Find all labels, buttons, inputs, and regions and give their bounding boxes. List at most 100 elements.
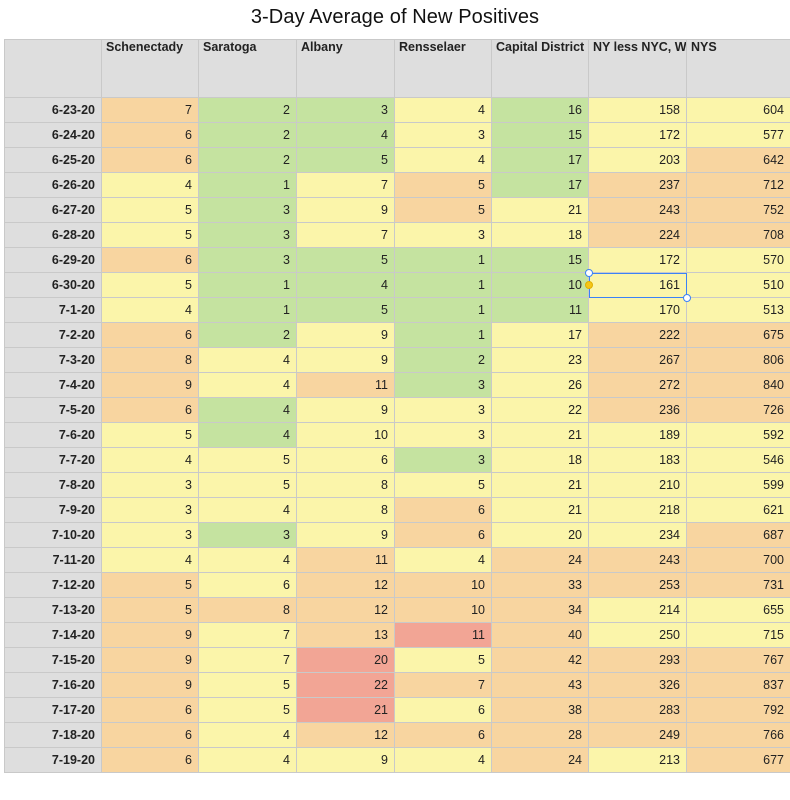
cell-saratoga[interactable]: 3	[198, 222, 297, 248]
cell-saratoga[interactable]: 4	[198, 347, 297, 373]
cell-rensselaer[interactable]: 7	[394, 672, 492, 698]
cell-rensselaer[interactable]: 5	[394, 647, 492, 673]
cell-schenectady[interactable]: 3	[101, 472, 199, 498]
cell-nys[interactable]: 642	[686, 147, 790, 173]
corner-cell[interactable]	[4, 39, 102, 98]
cell-ny-less-nyc[interactable]: 237	[588, 172, 687, 198]
row-header-date[interactable]: 7-1-20	[4, 297, 102, 323]
cell-albany[interactable]: 4	[296, 272, 395, 298]
cell-ny-less-nyc[interactable]: 272	[588, 372, 687, 398]
cell-albany[interactable]: 10	[296, 422, 395, 448]
cell-albany[interactable]: 12	[296, 722, 395, 748]
cell-nys[interactable]: 570	[686, 247, 790, 273]
row-header-date[interactable]: 6-26-20	[4, 172, 102, 198]
cell-albany[interactable]: 4	[296, 122, 395, 148]
cell-albany[interactable]: 9	[296, 522, 395, 548]
cell-capital-district[interactable]: 24	[491, 547, 589, 573]
cell-nys[interactable]: 677	[686, 747, 790, 773]
cell-saratoga[interactable]: 5	[198, 672, 297, 698]
cell-schenectady[interactable]: 6	[101, 322, 199, 348]
cell-schenectady[interactable]: 8	[101, 347, 199, 373]
cell-saratoga[interactable]: 7	[198, 647, 297, 673]
cell-schenectady[interactable]: 9	[101, 622, 199, 648]
cell-ny-less-nyc[interactable]: 326	[588, 672, 687, 698]
cell-albany[interactable]: 21	[296, 697, 395, 723]
row-header-date[interactable]: 7-18-20	[4, 722, 102, 748]
row-header-date[interactable]: 7-17-20	[4, 697, 102, 723]
cell-albany[interactable]: 8	[296, 497, 395, 523]
cell-nys[interactable]: 621	[686, 497, 790, 523]
cell-saratoga[interactable]: 3	[198, 522, 297, 548]
cell-ny-less-nyc[interactable]: 236	[588, 397, 687, 423]
cell-albany[interactable]: 11	[296, 372, 395, 398]
row-header-date[interactable]: 7-16-20	[4, 672, 102, 698]
cell-ny-less-nyc[interactable]: 203	[588, 147, 687, 173]
cell-rensselaer[interactable]: 10	[394, 597, 492, 623]
cell-albany[interactable]: 5	[296, 297, 395, 323]
cell-ny-less-nyc[interactable]: 189	[588, 422, 687, 448]
cell-schenectady[interactable]: 6	[101, 747, 199, 773]
cell-rensselaer[interactable]: 1	[394, 322, 492, 348]
cell-capital-district[interactable]: 26	[491, 372, 589, 398]
selection-handle-bottom-right[interactable]	[682, 293, 691, 302]
cell-saratoga[interactable]: 6	[198, 572, 297, 598]
cell-albany[interactable]: 9	[296, 347, 395, 373]
cell-schenectady[interactable]: 6	[101, 122, 199, 148]
cell-schenectady[interactable]: 9	[101, 647, 199, 673]
cell-capital-district[interactable]: 23	[491, 347, 589, 373]
cell-albany[interactable]: 22	[296, 672, 395, 698]
cell-saratoga[interactable]: 5	[198, 447, 297, 473]
row-header-date[interactable]: 6-30-20	[4, 272, 102, 298]
row-header-date[interactable]: 7-15-20	[4, 647, 102, 673]
cell-schenectady[interactable]: 4	[101, 297, 199, 323]
cell-nys[interactable]: 604	[686, 97, 790, 123]
cell-ny-less-nyc[interactable]: 158	[588, 97, 687, 123]
cell-schenectady[interactable]: 4	[101, 172, 199, 198]
row-header-date[interactable]: 6-29-20	[4, 247, 102, 273]
cell-nys[interactable]: 510	[686, 272, 790, 298]
cell-nys[interactable]: 577	[686, 122, 790, 148]
cell-saratoga[interactable]: 2	[198, 322, 297, 348]
cell-nys[interactable]: 712	[686, 172, 790, 198]
row-header-date[interactable]: 7-5-20	[4, 397, 102, 423]
cell-schenectady[interactable]: 3	[101, 497, 199, 523]
cell-schenectady[interactable]: 6	[101, 397, 199, 423]
cell-capital-district[interactable]: 11	[491, 297, 589, 323]
cell-nys[interactable]: 592	[686, 422, 790, 448]
cell-rensselaer[interactable]: 3	[394, 222, 492, 248]
cell-ny-less-nyc[interactable]: 249	[588, 722, 687, 748]
cell-schenectady[interactable]: 6	[101, 722, 199, 748]
cell-capital-district[interactable]: 40	[491, 622, 589, 648]
cell-rensselaer[interactable]: 3	[394, 122, 492, 148]
cell-capital-district[interactable]: 18	[491, 222, 589, 248]
cell-nys[interactable]: 731	[686, 572, 790, 598]
cell-nys[interactable]: 675	[686, 322, 790, 348]
row-header-date[interactable]: 7-6-20	[4, 422, 102, 448]
cell-rensselaer[interactable]: 1	[394, 297, 492, 323]
cell-nys[interactable]: 708	[686, 222, 790, 248]
cell-ny-less-nyc[interactable]: 243	[588, 197, 687, 223]
cell-nys[interactable]: 752	[686, 197, 790, 223]
cell-capital-district[interactable]: 22	[491, 397, 589, 423]
cell-albany[interactable]: 9	[296, 322, 395, 348]
cell-saratoga[interactable]: 3	[198, 247, 297, 273]
row-header-date[interactable]: 7-2-20	[4, 322, 102, 348]
cell-saratoga[interactable]: 4	[198, 422, 297, 448]
cell-rensselaer[interactable]: 3	[394, 447, 492, 473]
selected-cell[interactable]: 161	[588, 272, 687, 298]
cell-ny-less-nyc[interactable]: 210	[588, 472, 687, 498]
cell-nys[interactable]: 513	[686, 297, 790, 323]
cell-nys[interactable]: 715	[686, 622, 790, 648]
cell-schenectady[interactable]: 6	[101, 697, 199, 723]
cell-saratoga[interactable]: 2	[198, 147, 297, 173]
cell-saratoga[interactable]: 1	[198, 172, 297, 198]
cell-saratoga[interactable]: 4	[198, 372, 297, 398]
cell-rensselaer[interactable]: 4	[394, 147, 492, 173]
cell-albany[interactable]: 6	[296, 447, 395, 473]
cell-albany[interactable]: 5	[296, 147, 395, 173]
cell-capital-district[interactable]: 38	[491, 697, 589, 723]
cell-saratoga[interactable]: 2	[198, 97, 297, 123]
cell-albany[interactable]: 13	[296, 622, 395, 648]
cell-capital-district[interactable]: 43	[491, 672, 589, 698]
cell-rensselaer[interactable]: 3	[394, 372, 492, 398]
